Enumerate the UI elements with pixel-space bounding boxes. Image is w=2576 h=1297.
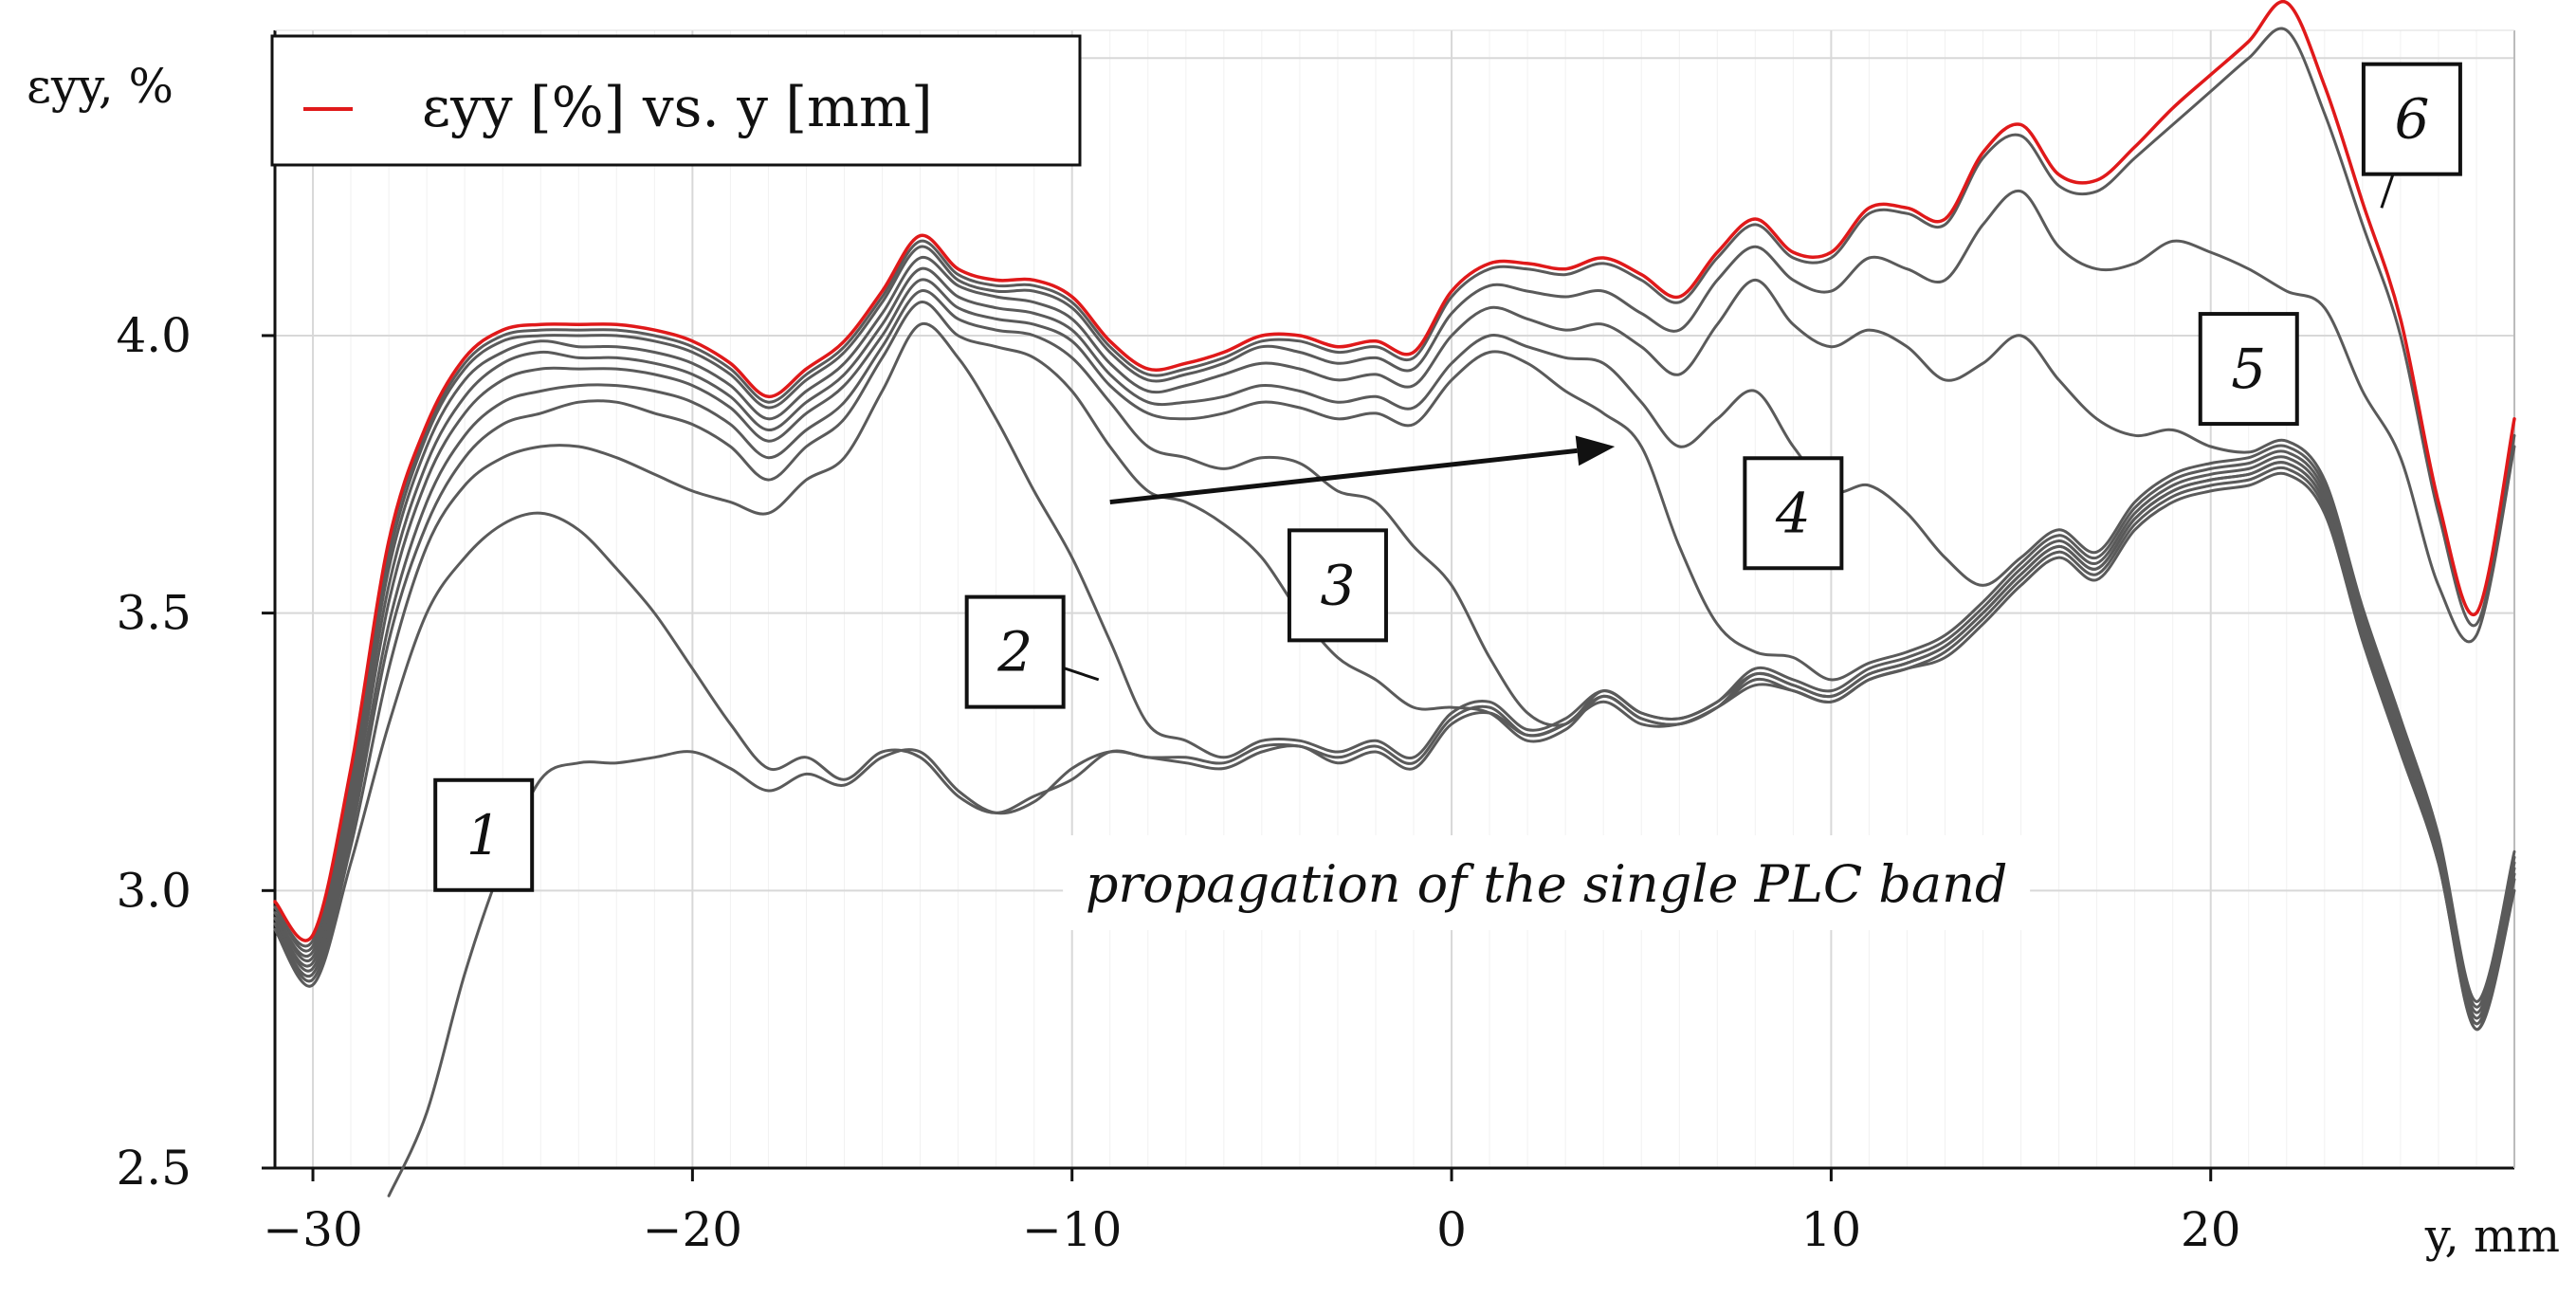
curve-label-box (964, 594, 1066, 709)
series-line-profile-2 (273, 466, 2516, 1032)
propagation-arrow-head (1575, 435, 1616, 466)
grid-lines (275, 30, 2514, 1169)
x-tick-label: 0 (1436, 1202, 1467, 1257)
curve-label-3: 3 (1320, 553, 1355, 617)
legend: εyy [%] vs. y [mm] (270, 34, 1082, 167)
curve-label-box (433, 777, 535, 892)
curve-label-box (2198, 312, 2299, 427)
x-axis-label: y, mm (2424, 1210, 2560, 1263)
curve-label-1: 1 (466, 803, 502, 868)
y-axis-label: εyy, % (27, 59, 174, 114)
annotation-background (1063, 835, 2031, 931)
y-tick-label: 3.0 (116, 863, 192, 918)
series-line-profile-5 (273, 256, 2516, 1003)
y-tick-label: 3.5 (116, 586, 192, 641)
data-series (273, 0, 2516, 1197)
x-tick-label: −30 (263, 1202, 363, 1257)
curve-label-5: 5 (2231, 337, 2266, 401)
propagation-arrow-shaft (1109, 448, 1578, 505)
curve-label-box (1287, 528, 1388, 643)
curve-label-6: 6 (2394, 87, 2429, 152)
curve-label-2: 2 (996, 620, 1032, 685)
x-tick-label: −10 (1022, 1202, 1123, 1257)
series-line-profile-1 (387, 471, 2516, 1197)
series-line-profile-3b (273, 289, 2516, 1020)
x-tick-label: −20 (643, 1202, 743, 1257)
curve-label-4: 4 (1775, 481, 1811, 545)
series-line-profile-4 (273, 278, 2516, 1014)
curve-label-box (1743, 456, 1844, 571)
curve-label-box (2361, 62, 2462, 176)
annotation-propagation-text: propagation of the single PLC band (1086, 854, 2008, 914)
x-tick-label: 10 (1801, 1202, 1862, 1257)
series-line-profile-3 (273, 301, 2516, 1026)
axes: −30 −20 −10 0 10 20 2.5 3.0 3.5 4.0 (116, 29, 2515, 1257)
y-tick-label: 4.0 (116, 308, 192, 363)
series-line-profile-6 (273, 27, 2516, 948)
series-line-legend-series (273, 0, 2516, 942)
annotations-layer: propagation of the single PLC band 1 2 3 4 5 6 (433, 62, 2462, 931)
legend-box (270, 34, 1082, 167)
series-line-profile-5b (273, 190, 2516, 953)
series-line-profile-4b (273, 266, 2516, 1009)
x-tick-label: 20 (2181, 1202, 2241, 1257)
legend-entry-label: εyy [%] vs. y [mm] (422, 75, 933, 139)
y-tick-label: 2.5 (116, 1141, 192, 1196)
